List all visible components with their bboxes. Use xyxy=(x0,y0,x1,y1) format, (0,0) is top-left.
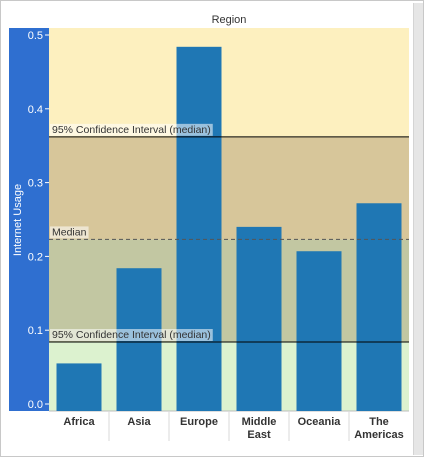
x-tick-label-line: Americas xyxy=(354,429,404,441)
x-tick-label-line: Europe xyxy=(180,416,218,428)
x-tick-label: Oceania xyxy=(298,416,342,428)
reference-band-1 xyxy=(49,136,409,240)
reference-line-label-1: Median xyxy=(52,226,87,238)
y-axis-title: Internet Usage xyxy=(12,184,24,256)
x-tick-label: Europe xyxy=(180,416,218,428)
vertical-scrollbar[interactable] xyxy=(413,3,423,455)
reference-label-bg-2 xyxy=(50,329,213,342)
bar-europe xyxy=(176,46,222,412)
bar-africa xyxy=(56,363,102,411)
x-tick-label-line: Asia xyxy=(127,416,151,428)
y-axis-panel xyxy=(9,28,49,411)
x-tick-label: Middle East xyxy=(242,416,277,441)
reference-line-label-0: 95% Confidence Interval (median) xyxy=(52,124,211,136)
bar-the-americas xyxy=(356,203,402,411)
reference-bands xyxy=(49,28,409,412)
y-tick-label: 0.5 xyxy=(28,30,43,42)
y-axis-ticks: 0.0 0.1 0.2 0.3 0.4 0.5 xyxy=(28,30,49,411)
reference-band-0 xyxy=(49,28,409,137)
y-tick-label: 0.1 xyxy=(28,325,43,337)
reference-band-2 xyxy=(49,239,409,343)
column-header-region: Region xyxy=(212,14,247,26)
x-tick-label: Asia xyxy=(127,416,151,428)
x-tick-label: Africa xyxy=(63,416,95,428)
y-tick-label: 0.0 xyxy=(28,399,43,411)
x-tick-label-line: Oceania xyxy=(298,416,342,428)
reference-band-3 xyxy=(49,342,409,411)
x-tick-label: The Americas xyxy=(354,416,404,441)
x-tick-label-line: East xyxy=(247,429,271,441)
y-tick-label: 0.3 xyxy=(28,178,43,190)
reference-label-bg-1 xyxy=(50,226,89,239)
reference-line-label-2: 95% Confidence Interval (median) xyxy=(52,329,211,341)
x-tick-label-line: Africa xyxy=(63,416,95,428)
bars-group xyxy=(56,46,402,412)
x-tick-label-line: Middle xyxy=(242,416,277,428)
bar-oceania xyxy=(296,251,342,411)
y-tick-label: 0.4 xyxy=(28,104,43,116)
y-tick-label: 0.2 xyxy=(28,251,43,263)
reference-lines: 95% Confidence Interval (median) Median 95… xyxy=(49,123,409,343)
x-tick-label-line: The xyxy=(369,416,389,428)
x-axis-ticks: Africa Asia Europe Middle East Oceania The Amer… xyxy=(63,411,404,441)
bar-middle-east xyxy=(236,226,282,411)
reference-label-bg-0 xyxy=(50,123,213,136)
